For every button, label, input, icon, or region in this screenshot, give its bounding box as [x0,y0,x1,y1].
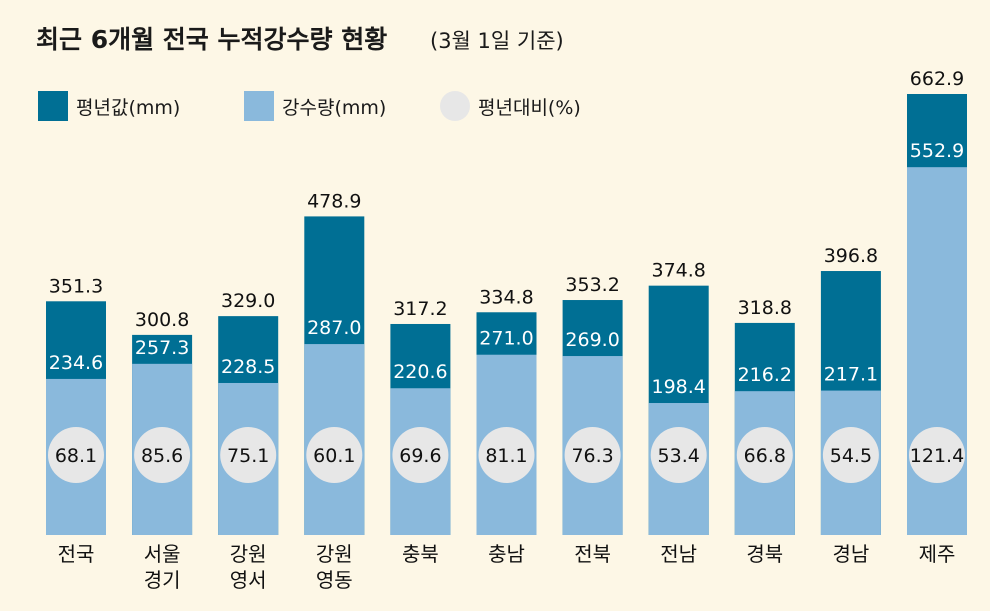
percent-circle [736,427,793,483]
label-percent: 60.1 [313,445,355,467]
region-label: 전남 [660,542,697,566]
percent-circle [48,427,104,483]
label-normal: 478.9 [307,190,361,212]
region-label: 서울 [144,542,181,566]
legend-label: 강수량(mm) [282,97,386,119]
percent-circle [220,427,277,483]
bars: 351.3 234.6 68.1 300.8 257.3 85.6 329.0 228.5 75… [46,68,967,536]
label-precip: 269.0 [565,329,619,351]
percent-circle [650,427,707,483]
label-normal: 662.9 [910,68,964,90]
label-normal: 374.8 [651,260,705,282]
label-percent: 54.5 [830,445,872,467]
percent-circle [822,427,879,483]
label-precip: 271.0 [479,328,533,350]
legend-swatch-1 [244,91,274,121]
region-label: 경북 [746,542,783,566]
chart-title: 최근 6개월 전국 누적강수량 현황 [36,25,387,54]
percent-circle [392,427,449,483]
label-normal: 396.8 [824,245,878,267]
percent-circle [134,427,191,483]
region-label: 경기 [144,568,181,592]
label-precip: 198.4 [651,376,705,398]
label-precip: 217.1 [824,364,878,386]
region-label: 강원 [230,542,267,566]
legend-swatch-percent [440,91,470,121]
region-label: 경남 [832,542,869,566]
region-label: 영서 [230,568,267,592]
region-label: 제주 [919,542,956,566]
label-precip: 257.3 [135,337,189,359]
percent-circle [564,427,621,483]
percent-circle [909,427,965,483]
label-normal: 334.8 [479,286,533,308]
label-percent: 85.6 [141,445,183,467]
label-normal: 351.3 [49,275,103,297]
label-normal: 353.2 [565,274,619,296]
label-precip: 287.0 [307,317,361,339]
label-precip: 552.9 [910,140,964,162]
label-precip: 228.5 [221,356,275,378]
label-normal: 318.8 [738,297,792,319]
label-percent: 66.8 [744,445,786,467]
region-label: 충북 [402,542,439,566]
label-percent: 68.1 [55,445,97,467]
label-normal: 300.8 [135,309,189,331]
label-percent: 53.4 [658,445,700,467]
region-label: 강원 [316,542,353,566]
label-percent: 76.3 [571,445,613,467]
chart-subtitle: (3월 1일 기준) [430,29,564,53]
label-precip: 234.6 [49,352,103,374]
percent-circle [306,427,363,483]
region-label: 전북 [574,542,611,566]
label-percent: 81.1 [485,445,527,467]
label-normal: 317.2 [393,298,447,320]
percent-circle [478,427,535,483]
legend-swatch-0 [38,91,68,121]
label-percent: 69.6 [399,445,441,467]
legend-label: 평년대비(%) [478,97,581,119]
label-percent: 121.4 [910,445,964,467]
legend-label: 평년값(mm) [76,97,180,119]
label-percent: 75.1 [227,445,269,467]
label-precip: 216.2 [738,364,792,386]
region-label: 충남 [488,542,525,566]
label-precip: 220.6 [393,361,447,383]
label-normal: 329.0 [221,290,275,312]
region-label: 영동 [316,568,353,592]
legend: 평년값(mm) 강수량(mm) 평년대비(%) [38,91,581,121]
region-label: 전국 [58,542,95,566]
